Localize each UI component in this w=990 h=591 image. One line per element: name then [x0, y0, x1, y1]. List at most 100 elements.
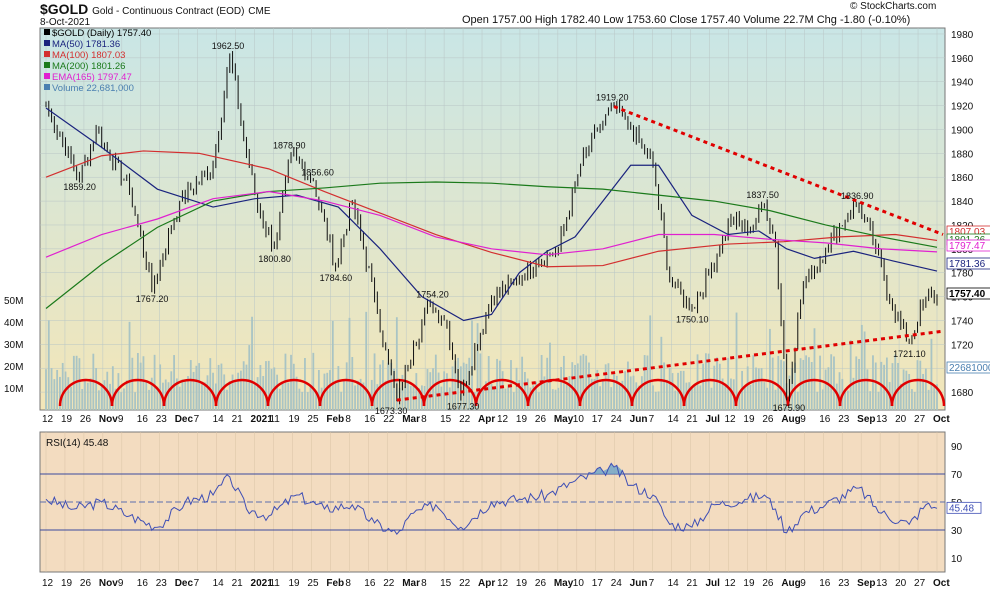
x-tick-label: 12	[42, 414, 54, 425]
volume-bar	[387, 362, 390, 410]
volume-bar	[253, 383, 256, 410]
volume-tick-label: 50M	[4, 296, 23, 307]
volume-bar	[206, 375, 209, 410]
volume-bar	[173, 355, 175, 410]
volume-bar	[117, 373, 120, 410]
volume-bar	[574, 364, 576, 410]
volume-bar	[735, 312, 738, 410]
volume-bar	[833, 356, 835, 410]
legend-swatch	[44, 62, 50, 68]
volume-bar	[148, 389, 150, 410]
volume-bar	[189, 360, 192, 410]
volume-bar	[145, 380, 148, 410]
rsi-x-tick-label: 16	[819, 578, 831, 589]
volume-bar	[362, 382, 365, 410]
volume-bar	[866, 369, 869, 410]
x-tick-label: 22	[383, 414, 395, 425]
volume-bar	[209, 358, 212, 410]
volume-bar	[924, 368, 927, 410]
x-tick-label: 2021	[251, 414, 274, 425]
rsi-x-tick-label: 19	[288, 578, 300, 589]
volume-bar	[471, 320, 473, 410]
volume-bar	[721, 378, 724, 410]
rsi-x-tick-label: 8	[421, 578, 427, 589]
volume-bar	[755, 367, 757, 410]
volume-bar	[348, 317, 351, 410]
volume-bar	[301, 391, 304, 410]
volume-bar	[771, 357, 774, 410]
volume-bar	[434, 354, 437, 410]
volume-bar	[56, 369, 59, 410]
x-tick-label: May	[554, 414, 574, 425]
volume-bar	[292, 363, 295, 410]
volume-bar	[640, 376, 643, 410]
volume-bar	[749, 384, 752, 410]
price-tick-label: 1860	[951, 173, 974, 184]
volume-bar	[543, 376, 546, 410]
x-tick-label: 19	[61, 414, 73, 425]
rsi-x-tick-label: 21	[232, 578, 244, 589]
volume-bar	[688, 382, 691, 410]
cycle-arc	[838, 378, 894, 407]
volume-bar	[334, 380, 337, 410]
volume-tick-label: 30M	[4, 340, 23, 351]
volume-bar	[844, 391, 847, 410]
volume-bar	[223, 374, 226, 410]
rsi-x-tick-label: Dec	[175, 578, 194, 589]
volume-bar	[326, 372, 329, 410]
rsi-x-tick-label: 14	[668, 578, 680, 589]
rsi-tick-label: 70	[951, 470, 963, 481]
volume-bar	[610, 387, 613, 410]
price-tick-label: 1940	[951, 78, 974, 89]
x-tick-label: 9	[800, 414, 806, 425]
volume-bar	[61, 362, 64, 410]
volume-bar	[415, 373, 418, 410]
volume-bar	[524, 371, 526, 410]
volume-bar	[885, 357, 888, 410]
ma-line-ema165	[45, 190, 938, 258]
rsi-x-tick-label: 11	[269, 578, 280, 589]
cycle-arc	[682, 378, 738, 407]
x-tick-label: 12	[724, 414, 736, 425]
x-tick-label: 21	[687, 414, 699, 425]
volume-bar	[657, 391, 660, 410]
volume-bar	[860, 324, 863, 410]
volume-bar	[184, 379, 187, 410]
volume-bar	[838, 372, 841, 410]
price-annotation: 1962.50	[212, 41, 245, 51]
volume-bar	[607, 363, 610, 410]
volume-bar	[805, 355, 808, 410]
rsi-x-tick-label: 14	[213, 578, 225, 589]
x-tick-label: 19	[288, 414, 300, 425]
price-tick-label: 1740	[951, 316, 974, 327]
ma-line-ma100	[45, 150, 938, 268]
volume-bar	[498, 360, 501, 410]
rsi-x-tick-label: 10	[573, 578, 585, 589]
rsi-tick-label: 10	[951, 554, 963, 565]
volume-tick-label: 20M	[4, 362, 23, 373]
volume-bar	[568, 376, 571, 410]
volume-bar	[730, 378, 732, 410]
volume-bar	[596, 369, 599, 410]
x-tick-label: 25	[307, 414, 319, 425]
volume-bar	[808, 357, 810, 410]
rsi-x-tick-label: May	[554, 578, 574, 589]
volume-bar	[549, 342, 551, 410]
volume-bar	[493, 387, 496, 410]
chart-title: $GOLD Gold - Continuous Contract (EOD) C…	[40, 1, 271, 17]
x-tick-label: 20	[895, 414, 907, 425]
volume-bar	[242, 361, 245, 410]
volume-bar	[902, 369, 905, 410]
rsi-x-tick-label: Apr	[478, 578, 495, 589]
volume-bar	[393, 368, 395, 410]
volume-bar	[281, 382, 284, 410]
cycle-arc	[422, 378, 478, 407]
rsi-x-tick-label: 19	[516, 578, 528, 589]
volume-bar	[666, 379, 668, 410]
volume-bar	[710, 387, 713, 410]
volume-bar	[693, 383, 696, 410]
volume-bar	[894, 354, 897, 410]
volume-bar	[237, 372, 240, 410]
rsi-line	[45, 462, 938, 536]
